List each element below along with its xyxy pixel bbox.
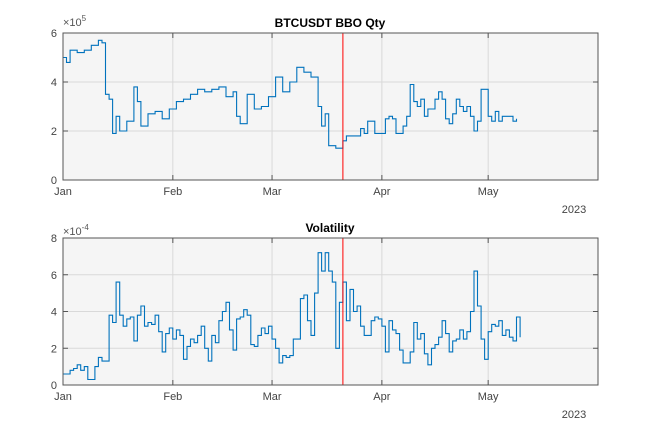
x-tick-label: May (478, 186, 499, 198)
y-exponent-label: ×10-4 (63, 223, 89, 238)
x-tick-label: Feb (163, 391, 182, 403)
y-tick-label: 6 (51, 270, 57, 282)
axes-box (62, 237, 599, 386)
axes-volatility: Volatility ×10-4 2023 0 2 4 6 8 Jan Feb Mar Apr M… (51, 221, 599, 421)
axes-box (62, 32, 599, 181)
x-tick-label: Feb (163, 186, 182, 198)
x-tick-label: Mar (263, 186, 282, 198)
y-tick-label: 6 (51, 28, 57, 40)
year-label: 2023 (562, 409, 586, 421)
axes-bbo-qty: BTCUSDT BBO Qty ×105 2023 0 2 4 6 Jan Feb Mar A… (51, 14, 599, 216)
chart-title: Volatility (305, 221, 354, 235)
x-tick-label: Jan (54, 186, 72, 198)
plot-area (63, 33, 598, 180)
data-series-line (63, 252, 521, 381)
y-tick-label: 4 (51, 307, 57, 319)
x-tick-label: Apr (373, 186, 390, 198)
y-tick-label: 8 (51, 233, 57, 245)
y-tick-label: 4 (51, 77, 57, 89)
year-label: 2023 (562, 204, 586, 216)
chart-title: BTCUSDT BBO Qty (275, 16, 386, 30)
y-exponent-label: ×105 (63, 14, 87, 29)
x-tick-label: Jan (54, 391, 72, 403)
x-tick-label: Mar (263, 391, 282, 403)
y-tick-label: 0 (51, 380, 57, 392)
y-tick-label: 0 (51, 175, 57, 187)
x-tick-label: Apr (373, 391, 390, 403)
data-series-line (63, 39, 518, 149)
y-tick-label: 2 (51, 126, 57, 138)
y-tick-label: 2 (51, 343, 57, 355)
x-tick-label: May (478, 391, 499, 403)
